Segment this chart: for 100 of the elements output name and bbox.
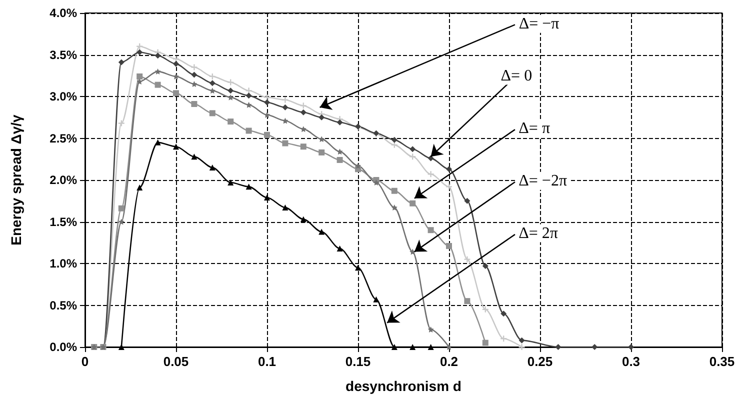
point xyxy=(173,90,179,96)
point xyxy=(628,344,634,350)
point xyxy=(518,337,525,344)
point xyxy=(300,216,306,222)
point xyxy=(264,132,270,138)
point xyxy=(209,80,216,86)
x-tick-label: 0.15 xyxy=(345,354,371,369)
point xyxy=(173,60,179,67)
point xyxy=(191,154,198,160)
point xyxy=(282,104,288,110)
point xyxy=(391,204,398,211)
y-tick-label: 4.0% xyxy=(50,6,78,20)
point xyxy=(318,114,325,120)
point xyxy=(282,96,288,103)
y-tick-label: 2.0% xyxy=(50,173,78,187)
x-axis-title: desynchronism d xyxy=(346,378,462,394)
point xyxy=(336,245,343,252)
y-tick-label: 0.0% xyxy=(50,340,78,354)
point xyxy=(336,156,343,163)
point xyxy=(228,79,234,86)
point xyxy=(228,118,234,125)
point xyxy=(154,52,161,59)
point xyxy=(464,256,470,262)
point xyxy=(264,194,270,201)
point xyxy=(500,310,507,317)
annotation: Δ= 2π xyxy=(518,224,558,242)
point xyxy=(136,49,143,56)
x-tick-label: 0.3 xyxy=(622,354,640,369)
point xyxy=(318,136,325,142)
point xyxy=(264,112,270,118)
y-tick-label: 3.5% xyxy=(50,48,78,62)
point xyxy=(428,171,434,178)
y-tick-label: 1.5% xyxy=(50,214,78,229)
annotation: Δ= −π xyxy=(518,15,560,32)
point xyxy=(209,110,216,116)
point xyxy=(118,59,124,66)
point xyxy=(264,99,270,106)
point xyxy=(428,227,434,234)
point xyxy=(209,164,216,170)
point xyxy=(428,155,434,162)
point xyxy=(446,184,452,190)
point xyxy=(118,344,124,350)
point xyxy=(118,205,124,212)
point xyxy=(300,144,306,150)
point xyxy=(173,144,179,150)
point xyxy=(300,102,306,109)
point xyxy=(518,344,525,350)
point xyxy=(482,263,488,270)
point xyxy=(246,128,252,134)
point xyxy=(282,140,288,146)
point xyxy=(228,180,234,186)
point xyxy=(246,88,252,94)
point xyxy=(246,92,252,99)
point xyxy=(391,136,398,143)
point xyxy=(318,149,325,156)
point xyxy=(410,344,416,350)
x-tick-label: 0.25 xyxy=(527,354,553,369)
y-tick-label: 2.5% xyxy=(50,131,78,146)
point xyxy=(191,64,198,70)
point xyxy=(464,198,470,204)
point xyxy=(446,166,452,172)
point xyxy=(318,228,325,235)
point xyxy=(154,82,161,88)
point xyxy=(118,120,124,126)
annotation: Δ= π xyxy=(518,120,550,137)
x-tick-label: 0.05 xyxy=(163,354,189,369)
point xyxy=(428,326,434,332)
point xyxy=(136,73,143,80)
point xyxy=(300,109,306,116)
point xyxy=(355,162,361,169)
point xyxy=(464,298,470,304)
point xyxy=(555,344,562,350)
point xyxy=(482,340,488,346)
point xyxy=(391,344,398,350)
point xyxy=(282,204,288,211)
point xyxy=(173,73,179,80)
y-tick-label: 1.0% xyxy=(50,256,78,270)
point xyxy=(118,218,124,225)
point xyxy=(191,72,198,78)
point xyxy=(136,184,143,191)
x-tick-label: 0.35 xyxy=(709,354,735,369)
annotation: Δ= −2π xyxy=(518,172,568,190)
point xyxy=(446,344,452,350)
point xyxy=(446,242,452,249)
point xyxy=(410,200,416,206)
point xyxy=(410,146,416,152)
x-tick-label: 0 xyxy=(81,354,89,369)
point xyxy=(228,88,234,94)
x-tick-label: 0.2 xyxy=(440,354,458,369)
point xyxy=(264,94,270,100)
y-axis-title: Energy spread Δγ/γ xyxy=(8,114,24,246)
x-tick-label: 0.1 xyxy=(258,354,276,369)
point xyxy=(373,180,380,186)
point xyxy=(191,101,198,108)
point xyxy=(246,184,252,190)
annotation: Δ= 0 xyxy=(500,67,532,84)
point xyxy=(373,296,380,302)
y-tick-label: 0.5% xyxy=(50,298,78,312)
point xyxy=(282,118,288,124)
point xyxy=(154,139,161,146)
